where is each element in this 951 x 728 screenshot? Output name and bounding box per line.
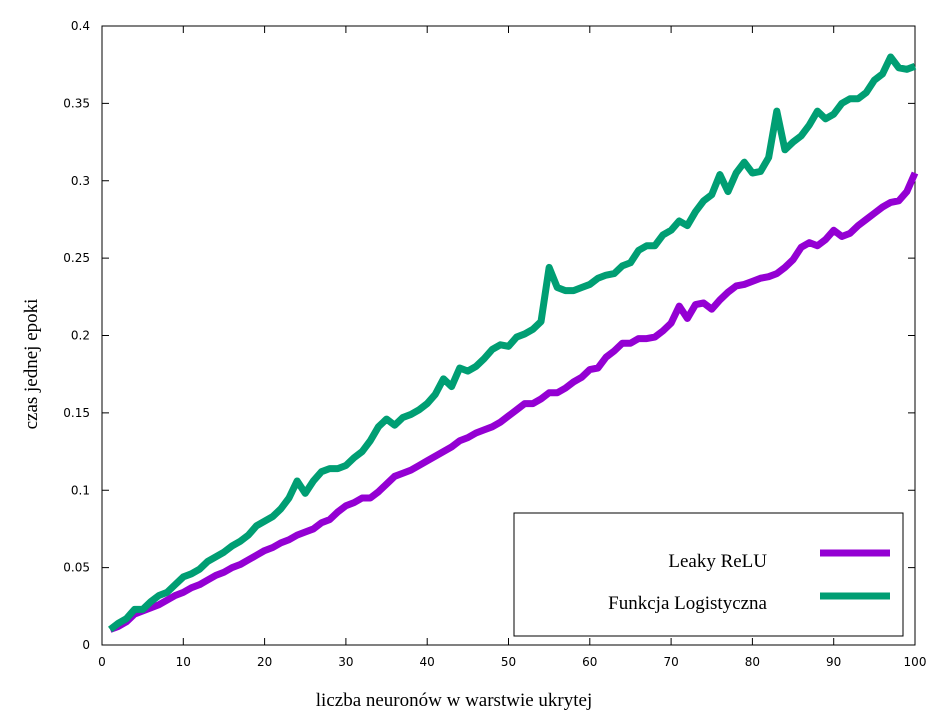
series-lines bbox=[108, 53, 919, 633]
legend-label-funkcja-logistyczna: Funkcja Logistyczna bbox=[608, 593, 767, 614]
y-tick-label: 0.2 bbox=[71, 329, 90, 343]
y-axis-label: czas jednej epoki bbox=[21, 299, 42, 430]
x-tick-label: 30 bbox=[338, 655, 353, 669]
x-tick-label: 60 bbox=[582, 655, 597, 669]
y-tick-label: 0 bbox=[82, 638, 90, 652]
x-tick-label: 20 bbox=[257, 655, 272, 669]
legend-label-leaky-relu: Leaky ReLU bbox=[668, 551, 767, 572]
legend-box bbox=[513, 512, 904, 637]
y-tick-label: 0.4 bbox=[71, 19, 90, 33]
x-tick-label: 0 bbox=[98, 655, 106, 669]
x-tick-label: 80 bbox=[745, 655, 760, 669]
x-tick-label: 10 bbox=[176, 655, 191, 669]
x-tick-label: 100 bbox=[904, 655, 927, 669]
y-tick-label: 0.3 bbox=[71, 174, 90, 188]
x-axis-label: liczba neuronów w warstwie ukrytej bbox=[316, 690, 592, 711]
x-tick-label: 70 bbox=[663, 655, 678, 669]
x-tick-label: 40 bbox=[420, 655, 435, 669]
series-line-funkcja-logistyczna bbox=[108, 53, 917, 633]
axis-tick-labels: 0 10 20 30 40 50 60 70 80 90 100 0 0.05 0.1 0.15 0.2 0.2… bbox=[63, 19, 926, 669]
y-tick-label: 0.15 bbox=[63, 406, 90, 420]
axis-ticks bbox=[101, 25, 916, 646]
legend: Leaky ReLU Funkcja Logistyczna bbox=[513, 512, 904, 637]
y-tick-label: 0.1 bbox=[71, 483, 90, 497]
x-tick-label: 50 bbox=[501, 655, 516, 669]
series-line-leaky-relu bbox=[108, 171, 919, 633]
x-tick-label: 90 bbox=[826, 655, 841, 669]
y-tick-label: 0.25 bbox=[63, 251, 90, 265]
y-tick-label: 0.05 bbox=[63, 561, 90, 575]
y-tick-label: 0.35 bbox=[63, 96, 90, 110]
